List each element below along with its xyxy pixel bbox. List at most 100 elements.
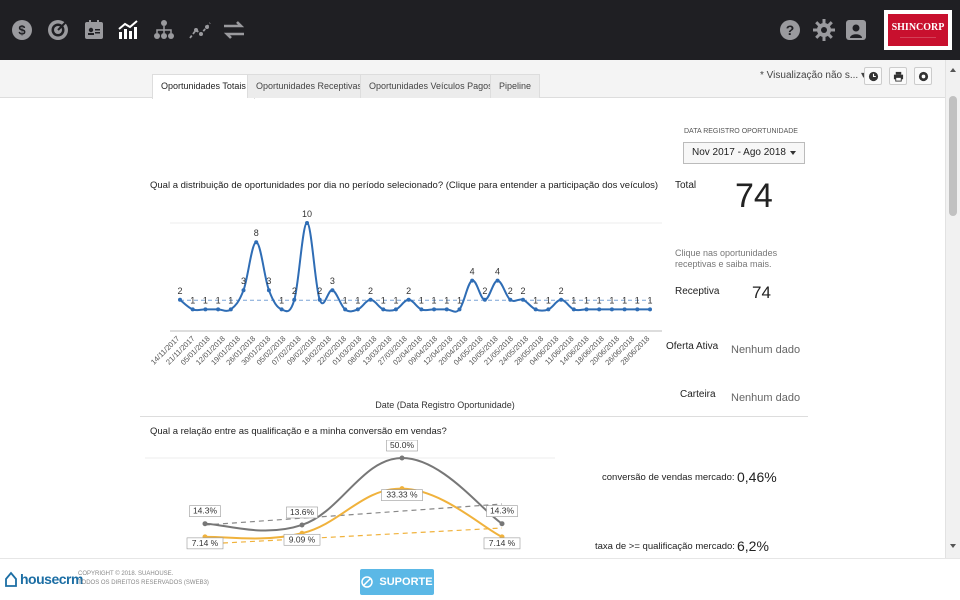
data-point[interactable] (355, 307, 360, 312)
user-icon[interactable] (842, 16, 870, 44)
print-icon (893, 71, 903, 82)
data-point[interactable] (305, 221, 310, 225)
data-point[interactable] (178, 297, 182, 302)
data-point[interactable] (202, 521, 208, 527)
data-label-box (381, 489, 423, 501)
data-point[interactable] (533, 307, 538, 312)
support-button[interactable]: SUPORTE (360, 569, 434, 595)
data-point[interactable] (241, 288, 246, 293)
tab-oportunidades-totais[interactable]: Oportunidades Totais (152, 74, 255, 99)
print-button[interactable] (889, 67, 907, 85)
data-point[interactable] (190, 307, 195, 312)
data-point[interactable] (470, 278, 475, 283)
data-point[interactable] (203, 307, 208, 312)
data-label: 1 (343, 295, 348, 305)
data-point[interactable] (254, 240, 259, 245)
data-point[interactable] (584, 307, 589, 312)
visualization-select[interactable]: * Visualização não s... ▾ (760, 70, 867, 81)
hierarchy-icon[interactable] (150, 16, 178, 44)
data-point[interactable] (508, 297, 513, 302)
data-label: 33.33 % (386, 490, 418, 500)
data-point[interactable] (457, 307, 462, 312)
data-label: 1 (355, 295, 360, 305)
data-label: 9.09 % (289, 534, 316, 544)
gear-icon[interactable] (810, 16, 838, 44)
data-label: 1 (635, 295, 640, 305)
data-point[interactable] (520, 297, 525, 302)
target-icon[interactable] (44, 16, 72, 44)
data-point[interactable] (393, 307, 398, 312)
clock-button[interactable] (864, 67, 882, 85)
settings-button[interactable] (914, 67, 932, 85)
data-point[interactable] (444, 307, 449, 312)
data-label: 2 (520, 286, 525, 296)
data-point[interactable] (635, 307, 640, 312)
data-point[interactable] (317, 297, 322, 302)
data-point[interactable] (216, 307, 221, 312)
data-point[interactable] (559, 297, 564, 302)
data-point[interactable] (609, 307, 614, 312)
receptiva-value[interactable]: 74 (752, 283, 771, 302)
chart-trend-icon[interactable] (114, 16, 142, 44)
data-point[interactable] (622, 307, 627, 312)
data-point[interactable] (648, 307, 652, 312)
data-point[interactable] (597, 307, 602, 312)
copyright-line-2: TODOS OS DIREITOS RESERVADOS (SWEB3) (78, 580, 209, 586)
data-point[interactable] (279, 307, 284, 312)
data-label: 3 (330, 276, 335, 286)
hint-line-2: receptivas e saiba mais. (675, 259, 772, 269)
data-point[interactable] (495, 278, 500, 283)
date-range-value: Nov 2017 - Ago 2018 (692, 147, 786, 158)
receptiva-label[interactable]: Receptiva (675, 286, 720, 297)
oferta-ativa-label[interactable]: Oferta Ativa (666, 341, 719, 352)
hint-line-1: Clique nas oportunidades (675, 248, 778, 258)
data-point[interactable] (381, 307, 386, 312)
tab-oportunidades-veiculos-pagos[interactable]: Oportunidades Veículos Pagos (360, 74, 502, 98)
data-point[interactable] (368, 297, 373, 302)
data-point[interactable] (292, 297, 297, 302)
data-point[interactable] (330, 288, 335, 293)
data-label: 1 (622, 295, 627, 305)
series-curve (204, 487, 503, 540)
data-point[interactable] (228, 307, 233, 312)
data-label: 2 (406, 286, 411, 296)
data-point[interactable] (571, 307, 576, 312)
gray-trend-line (204, 503, 503, 526)
contacts-card-icon[interactable] (80, 16, 108, 44)
data-label: 4 (495, 267, 500, 277)
date-range-dropdown[interactable]: Nov 2017 - Ago 2018 (683, 142, 805, 164)
tab-pipeline[interactable]: Pipeline (490, 74, 541, 98)
data-point[interactable] (266, 288, 271, 293)
carteira-label[interactable]: Carteira (680, 389, 716, 400)
data-point[interactable] (546, 307, 551, 312)
data-point[interactable] (419, 307, 424, 312)
data-label: 1 (393, 295, 398, 305)
market-qualification-value: 6,2% (737, 538, 769, 554)
data-point[interactable] (406, 297, 411, 302)
scatter-trend-icon[interactable] (186, 16, 214, 44)
data-label: 1 (216, 295, 221, 305)
scroll-down-arrow[interactable] (950, 544, 956, 548)
money-icon[interactable]: $ (8, 16, 36, 44)
help-icon[interactable]: ? (776, 16, 804, 44)
scroll-up-arrow[interactable] (950, 68, 956, 72)
section-divider (140, 416, 808, 417)
scroll-thumb[interactable] (949, 96, 957, 216)
brand-name: housecrm (20, 571, 83, 587)
data-point[interactable] (499, 521, 505, 527)
qualification-conversion-chart[interactable]: 14.3% 13.6% 50.0% 14.3% 7.14 % 9.09 % 33.33 % 7… (140, 440, 560, 558)
tab-oportunidades-receptivas[interactable]: Oportunidades Receptivas (247, 74, 372, 98)
data-point[interactable] (432, 307, 437, 312)
transfer-arrows-icon[interactable] (220, 16, 248, 44)
series-line (179, 221, 650, 313)
page-scrollbar[interactable] (945, 60, 960, 558)
data-label: 2 (508, 286, 513, 296)
data-point[interactable] (343, 307, 348, 312)
data-point[interactable] (482, 297, 487, 302)
data-label: 1 (584, 295, 589, 305)
company-logo: SHINCORP ————————— (884, 10, 952, 50)
data-label: 1 (533, 295, 538, 305)
data-point[interactable] (299, 522, 305, 528)
data-point[interactable] (399, 455, 405, 461)
